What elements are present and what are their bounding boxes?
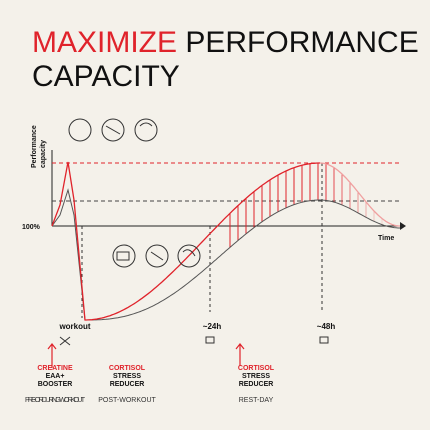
gray-curve bbox=[51, 188, 400, 321]
title-highlight: MAXIMIZE bbox=[32, 26, 177, 59]
product-line: STRESS bbox=[113, 373, 141, 380]
product-name: CORTISOL bbox=[109, 365, 146, 372]
icon-glyph bbox=[105, 122, 196, 261]
small-icon bbox=[319, 336, 329, 344]
baseline-label: 100% bbox=[22, 224, 41, 231]
arrow bbox=[47, 343, 57, 368]
icon bbox=[112, 244, 136, 268]
title-line-2: CAPACITY bbox=[32, 60, 180, 93]
arrows bbox=[47, 343, 245, 368]
product-line: STRESS bbox=[242, 373, 270, 380]
product-line: BOOSTER bbox=[38, 381, 73, 388]
small-icon bbox=[59, 336, 71, 346]
battery-icon bbox=[116, 251, 130, 261]
timing: POST-WORKOUT bbox=[98, 397, 156, 404]
product-name: CREATINE bbox=[37, 365, 73, 372]
red-curve-fade bbox=[319, 162, 401, 227]
title-line-1: MAXIMIZE PERFORMANCE bbox=[32, 26, 419, 59]
marker-label: workout bbox=[58, 322, 90, 331]
x-axis-arrow bbox=[400, 222, 406, 230]
red-curve bbox=[51, 161, 320, 321]
icon bbox=[134, 118, 158, 142]
icon bbox=[68, 118, 92, 142]
icon bbox=[145, 244, 169, 268]
y-label: capacity bbox=[40, 140, 47, 168]
timing: PRE- OR DURING WORKOUT bbox=[25, 397, 86, 404]
timing: REST-DAY bbox=[239, 397, 274, 404]
icon bbox=[101, 118, 125, 142]
marker-label: ~24h bbox=[203, 322, 222, 331]
small-icon bbox=[205, 336, 215, 344]
product-line: REDUCER bbox=[110, 381, 145, 388]
icons bbox=[59, 118, 329, 346]
y-label: Performance bbox=[31, 125, 38, 168]
product-line: REDUCER bbox=[239, 381, 274, 388]
product-name: CORTISOL bbox=[238, 365, 275, 372]
graph: Performance capacity 100% Time workout ~2… bbox=[22, 125, 406, 331]
icon bbox=[177, 244, 201, 268]
product-line: EAA+ bbox=[46, 373, 65, 380]
marker-label: ~48h bbox=[317, 322, 336, 331]
title-rest: PERFORMANCE bbox=[185, 26, 418, 59]
x-label: Time bbox=[378, 235, 394, 242]
arrow bbox=[235, 343, 245, 366]
